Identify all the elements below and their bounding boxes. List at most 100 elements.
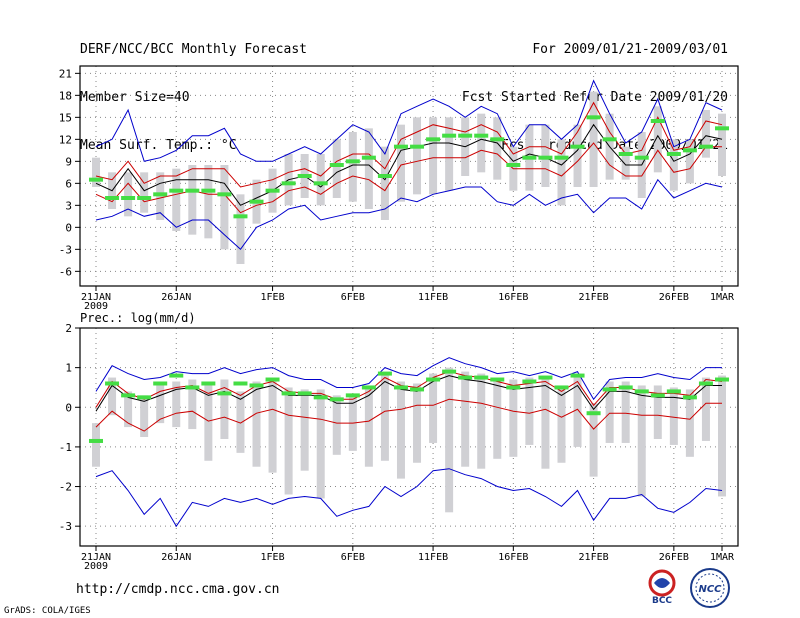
prec-median-mark bbox=[249, 383, 264, 388]
prec-median-mark bbox=[602, 387, 617, 392]
temp-median-mark bbox=[715, 126, 729, 131]
temp-box bbox=[140, 172, 149, 213]
bcc-logo-text: BCC bbox=[652, 596, 672, 606]
temp-median-mark bbox=[586, 115, 601, 120]
prec-median-mark bbox=[570, 373, 585, 378]
temp-box bbox=[669, 139, 678, 191]
prec-median-mark bbox=[682, 395, 697, 400]
prec-box bbox=[396, 381, 405, 479]
temp-box bbox=[92, 157, 100, 187]
prec-box bbox=[236, 391, 245, 453]
prec-box bbox=[541, 375, 550, 469]
prec-xtick-label: 1FEB bbox=[261, 552, 285, 563]
temp-xtick-label: 1FEB bbox=[261, 292, 285, 303]
temp-ytick-label: 12 bbox=[59, 133, 72, 146]
prec-box bbox=[156, 385, 165, 424]
temp-box bbox=[204, 165, 213, 239]
temp-box bbox=[124, 172, 133, 217]
temp-box bbox=[236, 194, 245, 264]
prec-median-mark bbox=[410, 387, 425, 392]
temp-median-mark bbox=[650, 119, 665, 123]
temp-median-mark bbox=[89, 177, 103, 182]
temp-median-mark bbox=[474, 133, 489, 138]
prec-box bbox=[284, 387, 293, 495]
prec-box bbox=[188, 379, 197, 430]
footer-url[interactable]: http://cmdp.ncc.cma.gov.cn bbox=[76, 582, 280, 597]
temp-xtick-label: 6FEB bbox=[341, 292, 365, 303]
temp-box bbox=[413, 117, 422, 195]
prec-median-mark bbox=[554, 385, 569, 390]
temp-mean-line bbox=[95, 123, 723, 206]
bcc-logo-icon: BCC bbox=[648, 569, 676, 606]
prec-median-mark bbox=[345, 393, 360, 398]
prec-box bbox=[300, 389, 309, 471]
header-right: For 2009/01/21-2009/03/01 Fcst Started R… bbox=[462, 10, 728, 170]
prec-box bbox=[316, 389, 325, 499]
chart-title: DERF/NCC/BCC Monthly Forecast bbox=[80, 42, 307, 57]
temp-box bbox=[701, 110, 710, 158]
forecast-period: For 2009/01/21-2009/03/01 bbox=[532, 42, 728, 57]
prec-box bbox=[204, 385, 213, 461]
ncc-logo-icon: NCC bbox=[690, 568, 730, 608]
temp-box bbox=[188, 165, 197, 235]
temp-ytick-label: 18 bbox=[59, 89, 72, 102]
prec-median-mark bbox=[522, 379, 537, 384]
prec-box bbox=[718, 375, 726, 497]
prec-median-mark bbox=[233, 381, 248, 386]
temp-median-mark bbox=[698, 144, 713, 149]
temp-median-mark bbox=[185, 188, 200, 193]
prec-xtick-label: 11FEB bbox=[418, 552, 448, 563]
prec-median-mark bbox=[715, 377, 729, 382]
prec-median-mark bbox=[137, 395, 152, 400]
temp-ytick-label: 9 bbox=[65, 155, 72, 168]
prec-box bbox=[461, 371, 470, 467]
temp-ytick-label: -3 bbox=[59, 243, 72, 256]
temp-median-mark bbox=[538, 155, 553, 160]
prec-box bbox=[669, 387, 678, 445]
prec-median-mark bbox=[265, 377, 280, 382]
temp-box bbox=[718, 113, 726, 176]
prec-median-mark bbox=[377, 371, 392, 376]
prec-median-mark bbox=[185, 385, 200, 390]
prec-max-line bbox=[95, 357, 722, 401]
prec-box bbox=[124, 391, 133, 428]
temp-median-mark bbox=[329, 163, 344, 167]
temp-box bbox=[573, 124, 582, 187]
prec-box bbox=[589, 403, 598, 477]
temp-median-mark bbox=[313, 181, 328, 186]
prec-median-mark bbox=[121, 393, 136, 398]
temp-median-mark bbox=[377, 174, 392, 178]
temp-year-label: 2009 bbox=[84, 301, 108, 312]
prec-lower-line bbox=[95, 398, 722, 432]
prec-median-mark bbox=[361, 385, 376, 390]
prec-box bbox=[701, 377, 710, 441]
temp-median-mark bbox=[490, 137, 505, 142]
prec-box bbox=[525, 377, 534, 445]
temp-ytick-label: -6 bbox=[59, 265, 72, 278]
temp-xtick-label: 26JAN bbox=[161, 292, 191, 303]
temp-xtick-label: 16FEB bbox=[498, 292, 528, 303]
prec-upper-line bbox=[95, 371, 723, 408]
temp-box bbox=[380, 146, 389, 220]
prec-box bbox=[557, 385, 566, 463]
prec-median-mark bbox=[153, 381, 168, 386]
prec-box bbox=[653, 385, 662, 439]
prec-median-mark bbox=[458, 375, 473, 380]
prec-box bbox=[509, 379, 518, 457]
prec-box bbox=[332, 395, 341, 455]
prec-median-mark bbox=[281, 391, 296, 396]
prec-median-mark bbox=[538, 375, 553, 380]
temp-xtick-label: 26FEB bbox=[659, 292, 689, 303]
prec-box bbox=[445, 367, 454, 513]
temp-box bbox=[172, 168, 181, 231]
temp-ytick-label: 3 bbox=[65, 199, 72, 212]
prec-xtick-label: 21JAN bbox=[81, 552, 111, 563]
prec-ytick-label: 0 bbox=[65, 401, 72, 414]
prec-box bbox=[172, 381, 181, 428]
prec-median-mark bbox=[618, 385, 633, 390]
prec-panel-label: Prec.: log(mm/d) bbox=[80, 311, 196, 325]
temp-box bbox=[653, 106, 662, 173]
temp-xtick-label: 21JAN bbox=[81, 292, 111, 303]
prec-box bbox=[220, 379, 229, 439]
